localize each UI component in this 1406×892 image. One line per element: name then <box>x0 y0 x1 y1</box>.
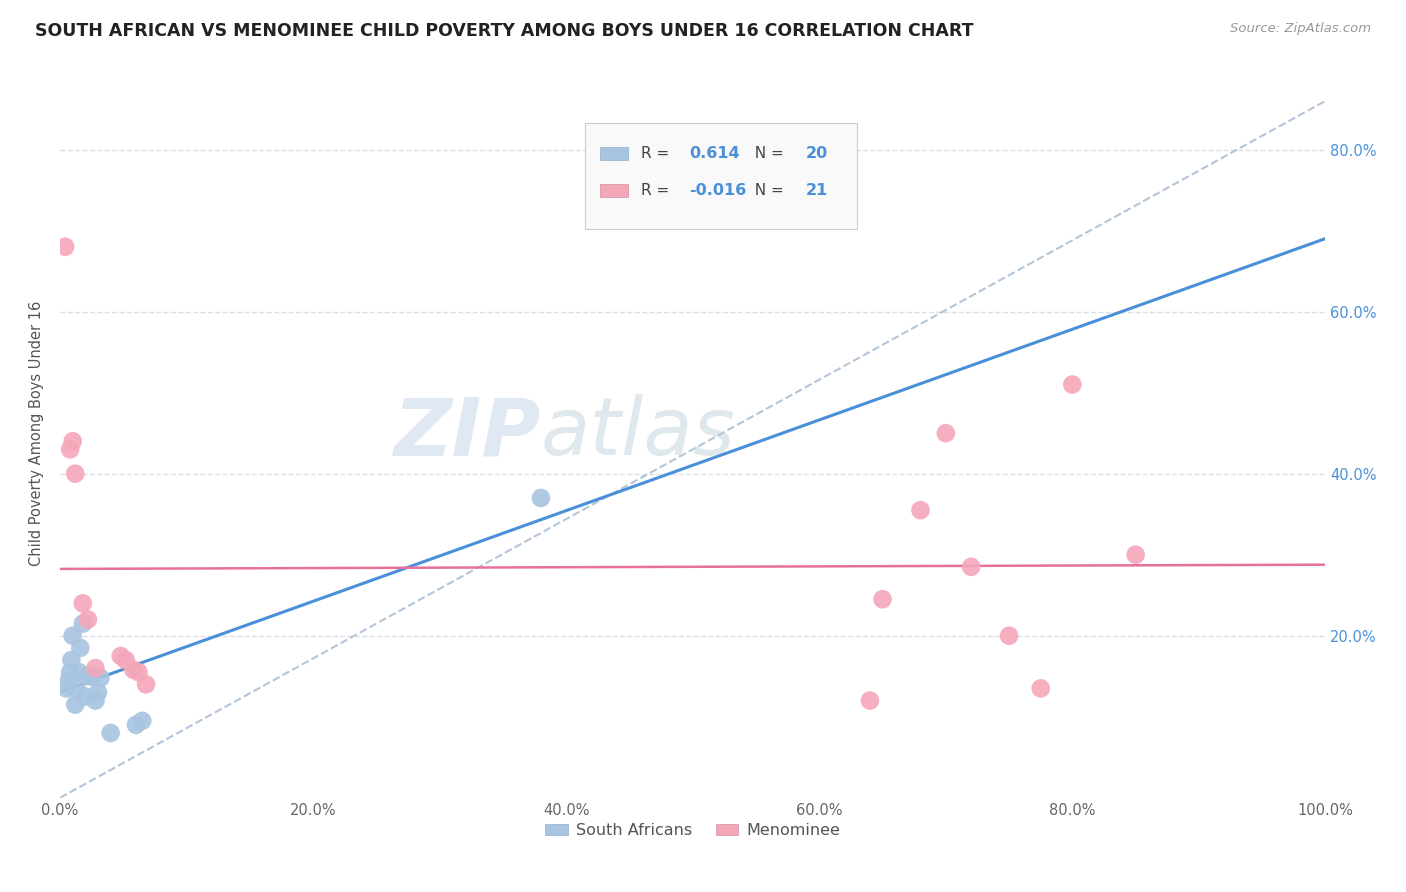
Point <box>59 442 82 457</box>
Point <box>84 693 107 707</box>
Point <box>55 681 77 696</box>
Text: ZIP: ZIP <box>394 394 541 472</box>
Point <box>62 629 84 643</box>
Point <box>998 629 1021 643</box>
Point <box>935 426 957 441</box>
Point <box>135 677 157 691</box>
Point <box>72 596 94 610</box>
FancyBboxPatch shape <box>585 123 858 229</box>
Text: N =: N = <box>745 183 789 198</box>
Point <box>84 661 107 675</box>
Point <box>72 616 94 631</box>
Text: N =: N = <box>745 146 789 161</box>
FancyBboxPatch shape <box>600 147 628 161</box>
Point <box>53 240 76 254</box>
Point <box>1062 377 1084 392</box>
Point <box>59 665 82 680</box>
Point <box>100 726 122 740</box>
Point <box>131 714 153 728</box>
Point <box>910 503 932 517</box>
Text: 20: 20 <box>806 146 828 161</box>
Point <box>63 467 86 481</box>
Legend: South Africans, Menominee: South Africans, Menominee <box>538 817 846 845</box>
Point <box>1029 681 1052 696</box>
Point <box>75 690 97 704</box>
Point <box>87 685 110 699</box>
Point <box>63 698 86 712</box>
FancyBboxPatch shape <box>600 184 628 197</box>
Text: 21: 21 <box>806 183 828 198</box>
Point <box>60 653 83 667</box>
Point <box>125 718 148 732</box>
Point <box>69 640 91 655</box>
Point <box>76 613 98 627</box>
Point <box>859 693 882 707</box>
Point <box>76 669 98 683</box>
Y-axis label: Child Poverty Among Boys Under 16: Child Poverty Among Boys Under 16 <box>30 301 44 566</box>
Text: Source: ZipAtlas.com: Source: ZipAtlas.com <box>1230 22 1371 36</box>
Text: atlas: atlas <box>541 394 735 472</box>
Point <box>122 663 145 677</box>
Text: R =: R = <box>641 183 673 198</box>
Point <box>960 559 983 574</box>
Point <box>80 669 103 683</box>
Point <box>89 671 111 685</box>
Point <box>67 665 90 680</box>
Point <box>62 434 84 449</box>
Point <box>872 592 894 607</box>
Text: SOUTH AFRICAN VS MENOMINEE CHILD POVERTY AMONG BOYS UNDER 16 CORRELATION CHART: SOUTH AFRICAN VS MENOMINEE CHILD POVERTY… <box>35 22 973 40</box>
Point <box>110 648 132 663</box>
Text: R =: R = <box>641 146 673 161</box>
Point <box>127 665 149 680</box>
Point <box>1125 548 1147 562</box>
Point <box>65 681 87 696</box>
Point <box>58 673 80 688</box>
Point <box>530 491 553 505</box>
Text: -0.016: -0.016 <box>689 183 747 198</box>
Point <box>114 653 136 667</box>
Text: 0.614: 0.614 <box>689 146 740 161</box>
